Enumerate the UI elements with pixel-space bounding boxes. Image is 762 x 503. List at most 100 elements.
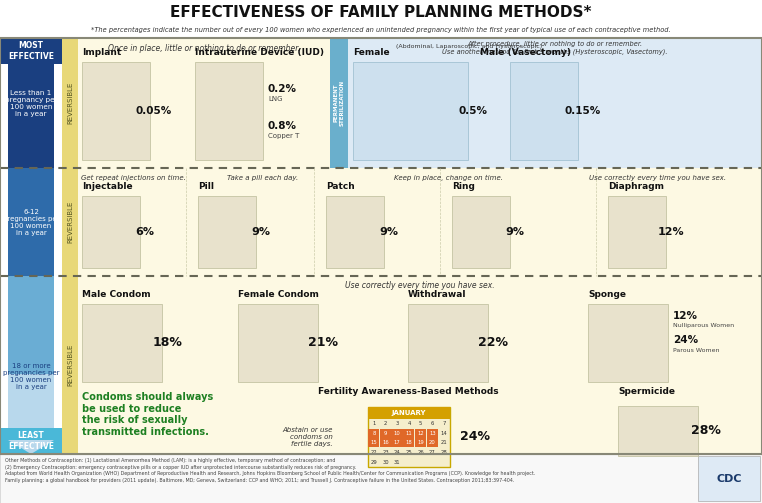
Text: Pill: Pill xyxy=(198,182,214,191)
Bar xyxy=(238,304,318,382)
Bar xyxy=(392,429,402,438)
Text: Other Methods of Contraception: (1) Lactational Amenorrhea Method (LAM): is a hi: Other Methods of Contraception: (1) Lact… xyxy=(5,458,536,483)
Text: MOST
EFFECTIVE: MOST EFFECTIVE xyxy=(8,41,54,61)
Text: 17: 17 xyxy=(394,441,401,446)
Text: Condoms should always
be used to reduce
the risk of sexually
transmitted infecti: Condoms should always be used to reduce … xyxy=(82,392,213,437)
Bar xyxy=(82,62,150,160)
Text: Get repeat injections on time.: Get repeat injections on time. xyxy=(81,175,185,181)
Text: 8: 8 xyxy=(372,431,376,436)
Bar xyxy=(368,407,450,467)
Bar xyxy=(403,429,415,438)
Bar xyxy=(427,429,438,438)
Bar xyxy=(353,62,468,160)
Text: 14: 14 xyxy=(440,431,447,436)
Text: Sponge: Sponge xyxy=(588,290,626,299)
Bar xyxy=(368,429,379,438)
Text: Fertility Awareness-Based Methods: Fertility Awareness-Based Methods xyxy=(318,387,498,396)
Bar xyxy=(8,276,54,374)
Bar xyxy=(0,428,62,454)
Bar xyxy=(415,429,426,438)
Bar xyxy=(82,304,162,382)
Text: 18%: 18% xyxy=(152,337,182,350)
Text: 22%: 22% xyxy=(478,337,508,350)
Text: 0.8%: 0.8% xyxy=(268,121,297,131)
Text: *The percentages indicate the number out of every 100 women who experienced an u: *The percentages indicate the number out… xyxy=(91,27,671,33)
Text: 26: 26 xyxy=(418,450,424,455)
Text: 9%: 9% xyxy=(379,227,399,237)
Text: JANUARY: JANUARY xyxy=(392,410,426,416)
Bar xyxy=(452,196,510,268)
Text: REVERSIBLE: REVERSIBLE xyxy=(67,82,73,124)
Text: Copper T: Copper T xyxy=(268,133,299,139)
Text: 25: 25 xyxy=(405,450,412,455)
Text: Implant: Implant xyxy=(82,48,121,57)
Text: Intrauterine Device (IUD): Intrauterine Device (IUD) xyxy=(195,48,324,57)
Text: 28%: 28% xyxy=(691,425,721,438)
Bar xyxy=(368,438,379,447)
Text: LEAST
EFFECTIVE: LEAST EFFECTIVE xyxy=(8,431,54,451)
Text: Ring: Ring xyxy=(452,182,475,191)
Bar xyxy=(392,438,402,447)
Bar xyxy=(330,38,348,168)
Text: 2: 2 xyxy=(384,422,387,427)
Text: 11: 11 xyxy=(405,431,412,436)
Bar xyxy=(427,438,438,447)
Text: Withdrawal: Withdrawal xyxy=(408,290,466,299)
Bar xyxy=(62,168,78,276)
Text: (Abdominal, Laparoscopic, and Hysteroscopic): (Abdominal, Laparoscopic, and Hysterosco… xyxy=(396,44,542,49)
Text: 12%: 12% xyxy=(658,227,684,237)
Text: Spermicide: Spermicide xyxy=(618,387,675,396)
Text: 20: 20 xyxy=(429,441,436,446)
Text: 18: 18 xyxy=(405,441,412,446)
Text: 6-12
pregnancies per
100 women
in a year: 6-12 pregnancies per 100 women in a year xyxy=(3,209,59,235)
Text: Take a pill each day.: Take a pill each day. xyxy=(227,175,299,181)
Bar xyxy=(0,0,762,38)
Text: Female Condom: Female Condom xyxy=(238,290,319,299)
Text: Male (Vasectomy): Male (Vasectomy) xyxy=(480,48,571,57)
Text: Use correctly every time you have sex.: Use correctly every time you have sex. xyxy=(345,282,495,291)
Bar xyxy=(195,62,263,160)
Bar xyxy=(0,38,62,454)
Text: 18 or more
pregnancies per
100 women
in a year: 18 or more pregnancies per 100 women in … xyxy=(3,363,59,389)
Bar xyxy=(78,168,762,276)
Bar xyxy=(0,454,762,503)
Bar xyxy=(415,438,426,447)
Text: REVERSIBLE: REVERSIBLE xyxy=(67,201,73,243)
Text: 0.5%: 0.5% xyxy=(459,106,488,116)
Text: Nulliparous Women: Nulliparous Women xyxy=(673,323,734,328)
Text: 7: 7 xyxy=(443,422,446,427)
Text: 23: 23 xyxy=(383,450,389,455)
Bar xyxy=(379,438,391,447)
Text: 24%: 24% xyxy=(673,335,698,345)
Bar xyxy=(608,196,666,268)
Bar xyxy=(0,38,762,454)
Text: 30: 30 xyxy=(383,460,389,465)
Text: 19: 19 xyxy=(418,441,424,446)
Bar xyxy=(326,196,384,268)
Text: 24: 24 xyxy=(394,450,401,455)
Bar xyxy=(82,196,140,268)
Text: 10: 10 xyxy=(394,431,401,436)
Text: Female: Female xyxy=(353,48,389,57)
Bar xyxy=(403,438,415,447)
Bar xyxy=(8,374,54,444)
Text: 27: 27 xyxy=(429,450,436,455)
Bar xyxy=(510,62,578,160)
Bar xyxy=(78,38,762,168)
Polygon shape xyxy=(8,440,54,454)
Text: 13: 13 xyxy=(429,431,436,436)
Text: Injectable: Injectable xyxy=(82,182,133,191)
Bar xyxy=(62,38,78,168)
Text: 5: 5 xyxy=(419,422,422,427)
Bar xyxy=(62,276,78,454)
Bar xyxy=(408,304,488,382)
Text: Less than 1
pregnancy per
100 women
in a year: Less than 1 pregnancy per 100 women in a… xyxy=(5,90,57,117)
Bar xyxy=(8,168,54,276)
Text: 21: 21 xyxy=(440,441,447,446)
Bar xyxy=(618,406,698,456)
Text: Abstain or use
condoms on
fertile days.: Abstain or use condoms on fertile days. xyxy=(283,427,333,447)
Text: 24%: 24% xyxy=(460,431,490,444)
Text: Use correctly every time you have sex.: Use correctly every time you have sex. xyxy=(590,175,726,181)
Text: 29: 29 xyxy=(370,460,377,465)
Text: EFFECTIVENESS OF FAMILY PLANNING METHODS*: EFFECTIVENESS OF FAMILY PLANNING METHODS… xyxy=(170,5,592,20)
